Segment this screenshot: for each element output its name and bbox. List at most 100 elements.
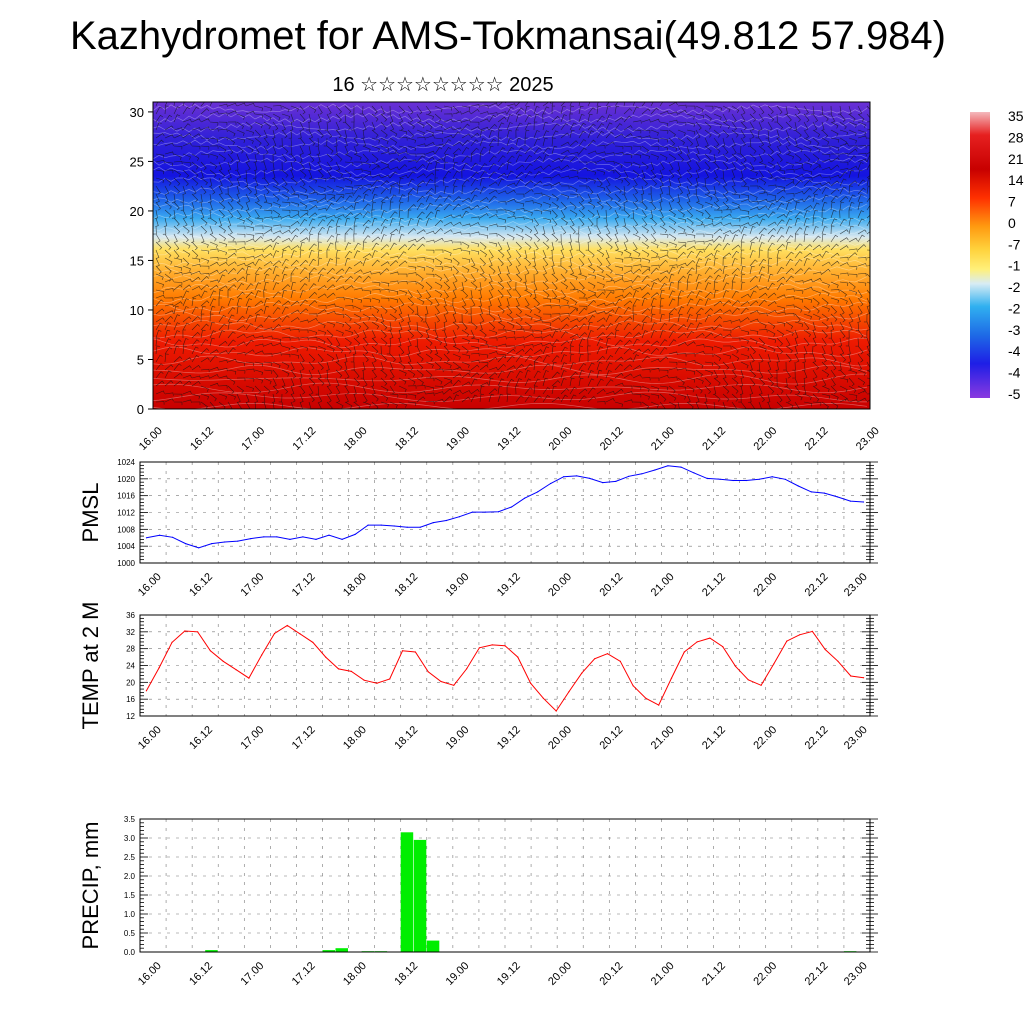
y-tick-label: 0 xyxy=(137,402,144,417)
data-point xyxy=(328,534,330,536)
data-point xyxy=(145,690,147,692)
data-point xyxy=(222,660,224,662)
y-tick-label: 1012 xyxy=(117,509,135,518)
data-point xyxy=(576,475,578,477)
y-tick-label: 10 xyxy=(130,303,144,318)
data-point xyxy=(484,511,486,513)
colorbar-label: 0 xyxy=(1008,215,1016,231)
cross-section-panel: 0 5 10 15 20 25 30 16.00 16.12 17.00 17.12 18.00 18.… xyxy=(130,101,882,453)
y-tick-label: 1020 xyxy=(117,475,135,484)
x-tick-label: 22.12 xyxy=(803,571,831,599)
data-point xyxy=(363,679,365,681)
data-point xyxy=(445,519,447,522)
data-point xyxy=(773,663,775,665)
data-point xyxy=(849,500,852,502)
data-point xyxy=(863,677,865,679)
wind-barbs xyxy=(153,102,870,409)
bar xyxy=(322,950,335,952)
data-point xyxy=(312,641,314,644)
data-point xyxy=(810,491,812,493)
data-point xyxy=(414,651,416,653)
data-point xyxy=(478,647,480,649)
data-point xyxy=(432,522,434,524)
y-tick-label: 36 xyxy=(126,611,135,620)
data-point xyxy=(273,632,276,635)
y-tick-label: 30 xyxy=(130,105,144,120)
data-point xyxy=(709,637,711,639)
chart-title: Kazhydromet for AMS-Tokmansai(49.812 57.… xyxy=(70,14,946,58)
data-point xyxy=(145,537,148,539)
data-point xyxy=(198,547,200,549)
x-tick-label: 21.00 xyxy=(649,724,677,752)
x-tick-label: 18.00 xyxy=(341,724,369,752)
bar xyxy=(335,948,348,952)
data-point xyxy=(530,682,532,684)
data-point xyxy=(680,466,682,468)
colorbar-label: -7 xyxy=(1008,236,1021,252)
y-tick-label: 24 xyxy=(126,662,135,671)
y-tick-label: 12 xyxy=(126,712,135,721)
data-point xyxy=(286,624,288,627)
data-point xyxy=(628,475,630,477)
x-tick-label: 23.00 xyxy=(854,425,882,453)
data-point xyxy=(440,680,442,683)
data-point xyxy=(419,526,421,528)
data-point xyxy=(289,538,291,541)
data-point xyxy=(315,538,317,541)
x-tick-label: 23.00 xyxy=(842,571,870,599)
colorbar-label: -2 xyxy=(1008,300,1021,316)
x-tick-label: 19.00 xyxy=(444,724,472,752)
data-point xyxy=(406,526,408,528)
data-point xyxy=(837,660,839,662)
colorbar-label: 7 xyxy=(1008,194,1016,210)
x-tick-label: 17.12 xyxy=(291,425,319,453)
data-point xyxy=(354,533,356,536)
y-axis-label: PMSL xyxy=(78,483,103,543)
data-point xyxy=(261,654,263,656)
data-point xyxy=(850,675,852,677)
x-tick-label: 20.12 xyxy=(597,960,625,988)
y-tick-label: 5 xyxy=(137,352,144,367)
y-tick-label: 1000 xyxy=(117,559,135,568)
x-tick-label: 21.12 xyxy=(700,724,728,752)
data-point xyxy=(823,492,826,494)
x-tick-label: 16.00 xyxy=(136,724,164,752)
bar xyxy=(426,940,440,952)
data-point xyxy=(172,536,174,538)
x-tick-label: 17.12 xyxy=(290,960,318,988)
data-point xyxy=(427,671,429,673)
data-point xyxy=(171,641,173,644)
data-point xyxy=(380,524,382,526)
x-tick-label: 17.12 xyxy=(290,724,318,752)
data-point xyxy=(581,672,583,674)
data-point xyxy=(747,679,749,681)
x-tick-label: 16.00 xyxy=(136,960,164,988)
x-tick-label: 18.12 xyxy=(392,960,420,988)
x-tick-label: 16.00 xyxy=(137,425,165,453)
y-tick-label: 3.5 xyxy=(124,815,136,824)
x-tick-label: 21.00 xyxy=(649,571,677,599)
data-point xyxy=(594,658,596,660)
y-tick-label: 16 xyxy=(126,695,135,704)
colorbar-label: 14 xyxy=(1008,172,1024,188)
data-point xyxy=(159,534,161,536)
y-tick-label: 1016 xyxy=(117,492,135,501)
y-axis-label: TEMP at 2 M xyxy=(78,602,103,730)
colorbar-label: -4 xyxy=(1008,365,1021,381)
y-tick-label: 25 xyxy=(130,154,144,169)
x-tick-label: 22.00 xyxy=(751,425,779,453)
x-tick-label: 16.12 xyxy=(187,960,215,988)
data-point xyxy=(734,665,737,667)
data-point xyxy=(537,491,539,493)
x-tick-label: 20.00 xyxy=(547,425,575,453)
data-point xyxy=(197,631,199,633)
x-tick-label: 18.00 xyxy=(341,571,369,599)
x-tick-label: 16.12 xyxy=(187,571,215,599)
data-point xyxy=(250,538,252,540)
x-tick-label: 17.12 xyxy=(290,571,318,599)
x-tick-label: 20.12 xyxy=(598,425,626,453)
data-point xyxy=(248,677,250,679)
x-tick-label: 18.00 xyxy=(341,960,369,988)
data-point xyxy=(276,536,278,538)
